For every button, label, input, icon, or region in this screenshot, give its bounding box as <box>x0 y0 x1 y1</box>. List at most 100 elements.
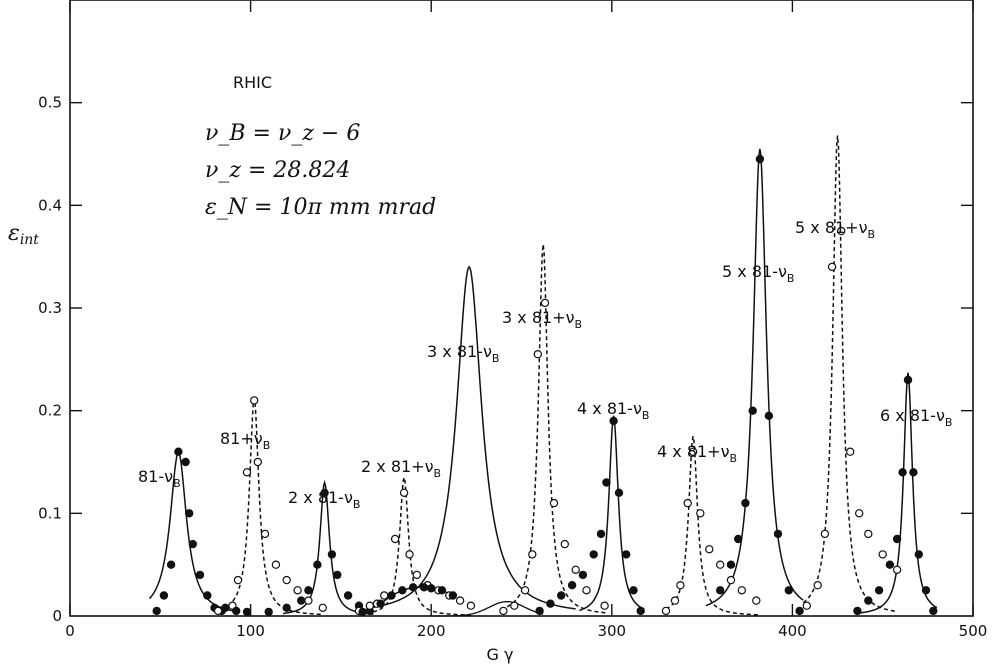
data-point-filled <box>437 586 447 595</box>
data-point-open <box>533 350 543 359</box>
data-point-filled <box>188 539 197 549</box>
data-point-filled <box>567 581 577 590</box>
y-tick-label: 0.5 <box>38 94 62 112</box>
data-point-open <box>688 447 698 456</box>
data-point-open <box>560 539 570 549</box>
resonance-label: 6 x 81-νB <box>880 406 952 429</box>
y-tick-label: 0 <box>52 607 62 625</box>
y-tick-label: 0.2 <box>38 402 62 420</box>
series-line <box>148 450 233 612</box>
data-point-open <box>716 560 725 569</box>
series-line <box>367 265 576 610</box>
data-point-open <box>253 457 262 467</box>
y-axis-label-sub: int <box>20 232 39 248</box>
series-line-minor <box>431 600 544 617</box>
data-point-open <box>318 603 327 613</box>
data-point-open <box>271 560 281 569</box>
series-markers <box>152 154 938 617</box>
data-point-open <box>380 591 389 600</box>
series-line <box>579 415 645 612</box>
resonance-label: 3 x 81+νB <box>502 308 582 331</box>
series-line <box>802 135 898 613</box>
data-point-open <box>582 586 591 595</box>
data-point-filled <box>320 488 329 497</box>
data-point-open <box>696 509 705 518</box>
data-point-filled <box>864 596 873 605</box>
data-point-filled <box>203 591 212 600</box>
data-point-open <box>670 596 680 605</box>
data-point-open <box>528 550 537 559</box>
data-point-open <box>213 606 223 616</box>
data-point-open <box>855 509 864 518</box>
data-point-filled <box>546 599 555 608</box>
data-point-filled <box>748 406 757 415</box>
data-point-open <box>892 565 902 575</box>
data-point-open <box>293 586 302 595</box>
resonance-labels: 81-νB 81+νB 2 x 81-νB2 x 81+νB 3 x 81-νB3 x… <box>138 218 952 511</box>
data-point-open <box>540 298 550 308</box>
data-point-open <box>249 396 259 405</box>
data-point-open <box>864 529 873 539</box>
data-point-filled <box>174 447 183 456</box>
data-point-filled <box>716 586 725 595</box>
data-point-filled <box>535 606 544 616</box>
data-point-filled <box>609 416 618 426</box>
data-point-filled <box>376 599 385 608</box>
data-point-filled <box>427 584 436 593</box>
data-point-filled <box>166 560 176 569</box>
data-point-filled <box>726 560 736 569</box>
data-point-open <box>661 606 671 616</box>
data-point-filled <box>602 478 611 487</box>
data-point-filled <box>755 154 765 164</box>
data-point-filled <box>231 606 241 616</box>
resonance-label: 3 x 81-νB <box>427 342 499 365</box>
data-point-filled <box>795 606 804 616</box>
data-point-open <box>878 550 887 559</box>
resonance-label: 81+νB <box>220 429 270 452</box>
data-point-open <box>233 575 243 585</box>
data-point-open <box>412 570 421 580</box>
series-line <box>221 398 323 616</box>
data-point-filled <box>333 570 342 580</box>
data-point-filled <box>419 583 429 592</box>
data-point-open <box>846 447 855 456</box>
data-point-open <box>390 534 400 544</box>
data-point-filled <box>221 603 230 613</box>
data-point-open <box>520 586 530 595</box>
resonance-label: 81-νB <box>138 467 181 490</box>
data-point-filled <box>557 591 566 600</box>
data-point-filled <box>929 606 938 616</box>
data-point-filled <box>181 457 190 467</box>
data-point-filled <box>327 550 337 559</box>
data-point-open <box>837 226 846 236</box>
data-point-open <box>820 529 830 539</box>
x-tick-label: 100 <box>236 622 265 640</box>
data-point-filled <box>885 560 895 569</box>
data-point-filled <box>898 468 907 477</box>
y-tick-label: 0.4 <box>38 196 62 214</box>
data-point-filled <box>184 509 194 518</box>
data-point-filled <box>242 607 252 617</box>
data-point-filled <box>636 606 645 616</box>
resonance-label: 5 x 81+νB <box>795 218 875 241</box>
data-point-open <box>405 550 414 559</box>
data-point-open <box>510 601 519 610</box>
data-point-filled <box>596 529 606 539</box>
data-point-filled <box>297 596 306 605</box>
data-point-filled <box>304 586 313 595</box>
data-point-filled <box>914 550 924 559</box>
y-axis-label: εint <box>8 221 39 248</box>
x-tick-label: 200 <box>417 622 446 640</box>
data-point-filled <box>874 586 884 595</box>
data-point-filled <box>264 607 273 617</box>
data-point-open <box>399 488 409 497</box>
data-point-filled <box>159 591 169 600</box>
resonance-label: 4 x 81+νB <box>657 442 737 465</box>
data-point-filled <box>622 550 631 559</box>
y-tick-label: 0.3 <box>38 299 62 317</box>
x-tick-label: 400 <box>778 622 807 640</box>
data-point-open <box>705 545 714 554</box>
data-point-filled <box>764 411 774 420</box>
data-point-open <box>571 565 580 575</box>
